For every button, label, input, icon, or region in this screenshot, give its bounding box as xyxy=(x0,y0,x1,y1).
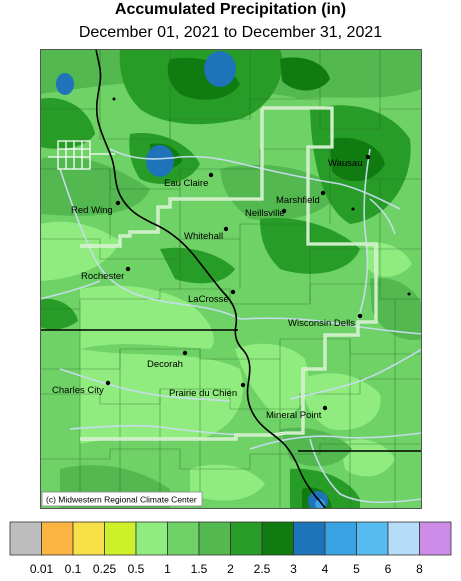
legend-box-5 xyxy=(167,521,200,556)
city-label-neillsville: Neillsville xyxy=(245,208,285,219)
city-dot-eau-claire xyxy=(208,172,214,178)
city-dot-red-wing xyxy=(115,200,121,206)
city-dot-rochester xyxy=(125,266,131,272)
legend-scale: 0.01 0.1 0.25 0.5 1 1.5 2 2.5 3 4 5 6 8 xyxy=(9,521,452,576)
legend-label-9: 4 xyxy=(322,562,329,576)
rivers xyxy=(40,148,422,504)
legend-box-4 xyxy=(135,521,168,556)
copyright-text: (c) Midwestern Regional Climate Center xyxy=(46,495,197,505)
city-label-whitehall: Whitehall xyxy=(184,231,223,242)
city-label-decorah: Decorah xyxy=(147,359,183,370)
region-outline-inner xyxy=(80,107,377,440)
legend-label-1: 0.1 xyxy=(65,562,82,576)
legend-box-7 xyxy=(230,521,263,556)
legend-label-3: 0.5 xyxy=(128,562,145,576)
city-label-charles-city: Charles City xyxy=(52,385,104,396)
legend-label-5: 1.5 xyxy=(191,562,208,576)
legend-box-3 xyxy=(104,521,137,556)
legend-box-0 xyxy=(9,521,42,556)
state-borders xyxy=(40,49,422,509)
legend-box-10 xyxy=(324,521,357,556)
legend-box-13 xyxy=(419,521,452,556)
precip-zone-blue xyxy=(56,51,328,509)
legend: 0.01 0.1 0.25 0.5 1 1.5 2 2.5 3 4 5 6 8 xyxy=(8,520,456,580)
legend-color-boxes xyxy=(9,521,452,556)
legend-box-2 xyxy=(72,521,105,556)
city-dot-prairie-du-chien xyxy=(240,382,246,388)
city-dot-whitehall xyxy=(223,226,229,232)
city-label-prairie-du-chien: Prairie du Chien xyxy=(169,388,237,399)
copyright-box xyxy=(41,491,203,507)
legend-box-1 xyxy=(41,521,74,556)
city-dot-extra-3 xyxy=(407,292,411,296)
city-label-wisconsin-dells: Wisconsin Dells xyxy=(288,318,355,329)
legend-box-8 xyxy=(261,521,294,556)
city-label-mineral-point: Mineral Point xyxy=(266,410,322,421)
city-labels: Eau Claire Wausau Marshfield Neillsville… xyxy=(52,158,363,421)
precipitation-map: Eau Claire Wausau Marshfield Neillsville… xyxy=(40,49,422,509)
legend-label-8: 3 xyxy=(290,562,297,576)
city-label-red-wing: Red Wing xyxy=(71,205,113,216)
city-dot-mineral-point xyxy=(322,405,328,411)
mississippi-river-border xyxy=(95,49,327,509)
map-subtitle: December 01, 2021 to December 31, 2021 xyxy=(78,24,383,41)
city-markers xyxy=(105,97,411,411)
city-dot-wausau xyxy=(365,154,371,160)
county-boundaries xyxy=(40,49,422,509)
city-label-eau-claire: Eau Claire xyxy=(164,178,208,189)
city-dot-lacrosse xyxy=(230,289,236,295)
legend-label-12: 8 xyxy=(416,562,423,576)
legend-box-11 xyxy=(356,521,389,556)
map-title: Accumulated Precipitation (in) xyxy=(114,1,347,18)
legend-label-6: 2 xyxy=(227,562,234,576)
city-dot-decorah xyxy=(182,350,188,356)
city-dot-charles-city xyxy=(105,380,111,386)
legend-box-6 xyxy=(198,521,231,556)
city-label-lacrosse: LaCrosse xyxy=(188,294,229,305)
legend-label-0: 0.01 xyxy=(30,562,54,576)
legend-label-11: 6 xyxy=(385,562,392,576)
legend-label-4: 1 xyxy=(164,562,171,576)
city-dot-neillsville xyxy=(281,208,287,214)
legend-box-12 xyxy=(387,521,420,556)
city-dot-marshfield xyxy=(320,190,326,196)
legend-label-10: 5 xyxy=(353,562,360,576)
city-dot-extra-2 xyxy=(351,207,355,211)
precip-zone-lightblue xyxy=(315,499,325,509)
city-label-marshfield: Marshfield xyxy=(276,195,320,206)
legend-tick-labels: 0.01 0.1 0.25 0.5 1 1.5 2 2.5 3 4 5 6 8 xyxy=(30,562,423,576)
city-dot-wisconsin-dells xyxy=(357,313,363,319)
city-label-rochester: Rochester xyxy=(81,271,124,282)
map-frame xyxy=(40,49,422,509)
legend-box-9 xyxy=(293,521,326,556)
city-label-wausau: Wausau xyxy=(328,158,363,169)
legend-label-2: 0.25 xyxy=(93,562,117,576)
city-dot-extra-1 xyxy=(112,97,116,101)
legend-label-7: 2.5 xyxy=(254,562,271,576)
